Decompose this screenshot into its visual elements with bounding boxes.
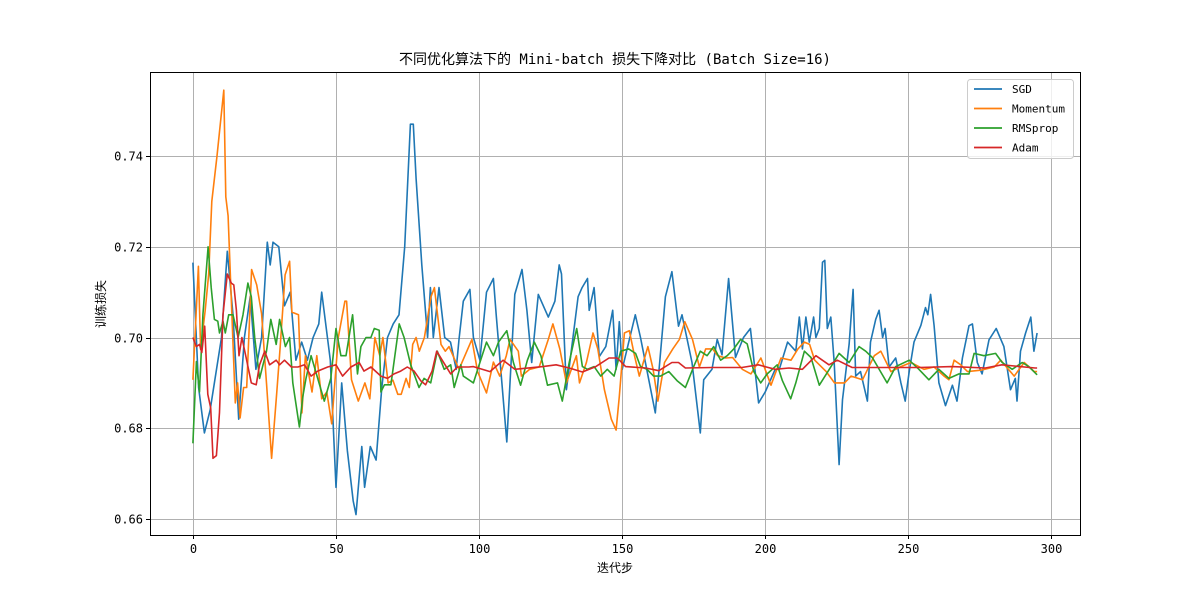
series-line-sgd [192,123,1038,516]
series-line-momentum [192,89,1038,460]
axis-ticks: 0 50 100 150 200 250 300 0.66 0.68 0.70 0.72 0.74 [114,150,1062,557]
y-tick-label: 0.74 [114,150,143,164]
x-tick-label: 50 [329,542,343,556]
x-tick-label: 200 [755,542,777,556]
legend-label-momentum: Momentum [1012,103,1065,116]
legend-box [967,79,1074,159]
x-tick-label: 250 [898,542,920,556]
y-axis-label: 训练损失 [93,280,108,328]
series-line-rmsprop [192,246,1038,444]
x-tick-label: 100 [469,542,491,556]
x-tick-label: 150 [612,542,634,556]
legend-label-sgd: SGD [1012,83,1032,96]
x-tick-label: 0 [190,542,197,556]
legend: SGD Momentum RMSprop Adam [967,79,1074,159]
x-tick-label: 300 [1041,542,1063,556]
y-tick-label: 0.70 [114,332,143,346]
plot-frame [150,72,1081,536]
legend-label-adam: Adam [1012,142,1039,155]
y-tick-label: 0.72 [114,241,143,255]
y-tick-label: 0.66 [114,513,143,527]
series-lines [192,89,1038,516]
legend-label-rmsprop: RMSprop [1012,122,1058,135]
y-tick-label: 0.68 [114,422,143,436]
x-axis-label: 迭代步 [597,561,633,575]
chart-title: 不同优化算法下的 Mini-batch 损失下降对比 (Batch Size=1… [399,52,831,68]
series-line-adam [192,273,1038,460]
